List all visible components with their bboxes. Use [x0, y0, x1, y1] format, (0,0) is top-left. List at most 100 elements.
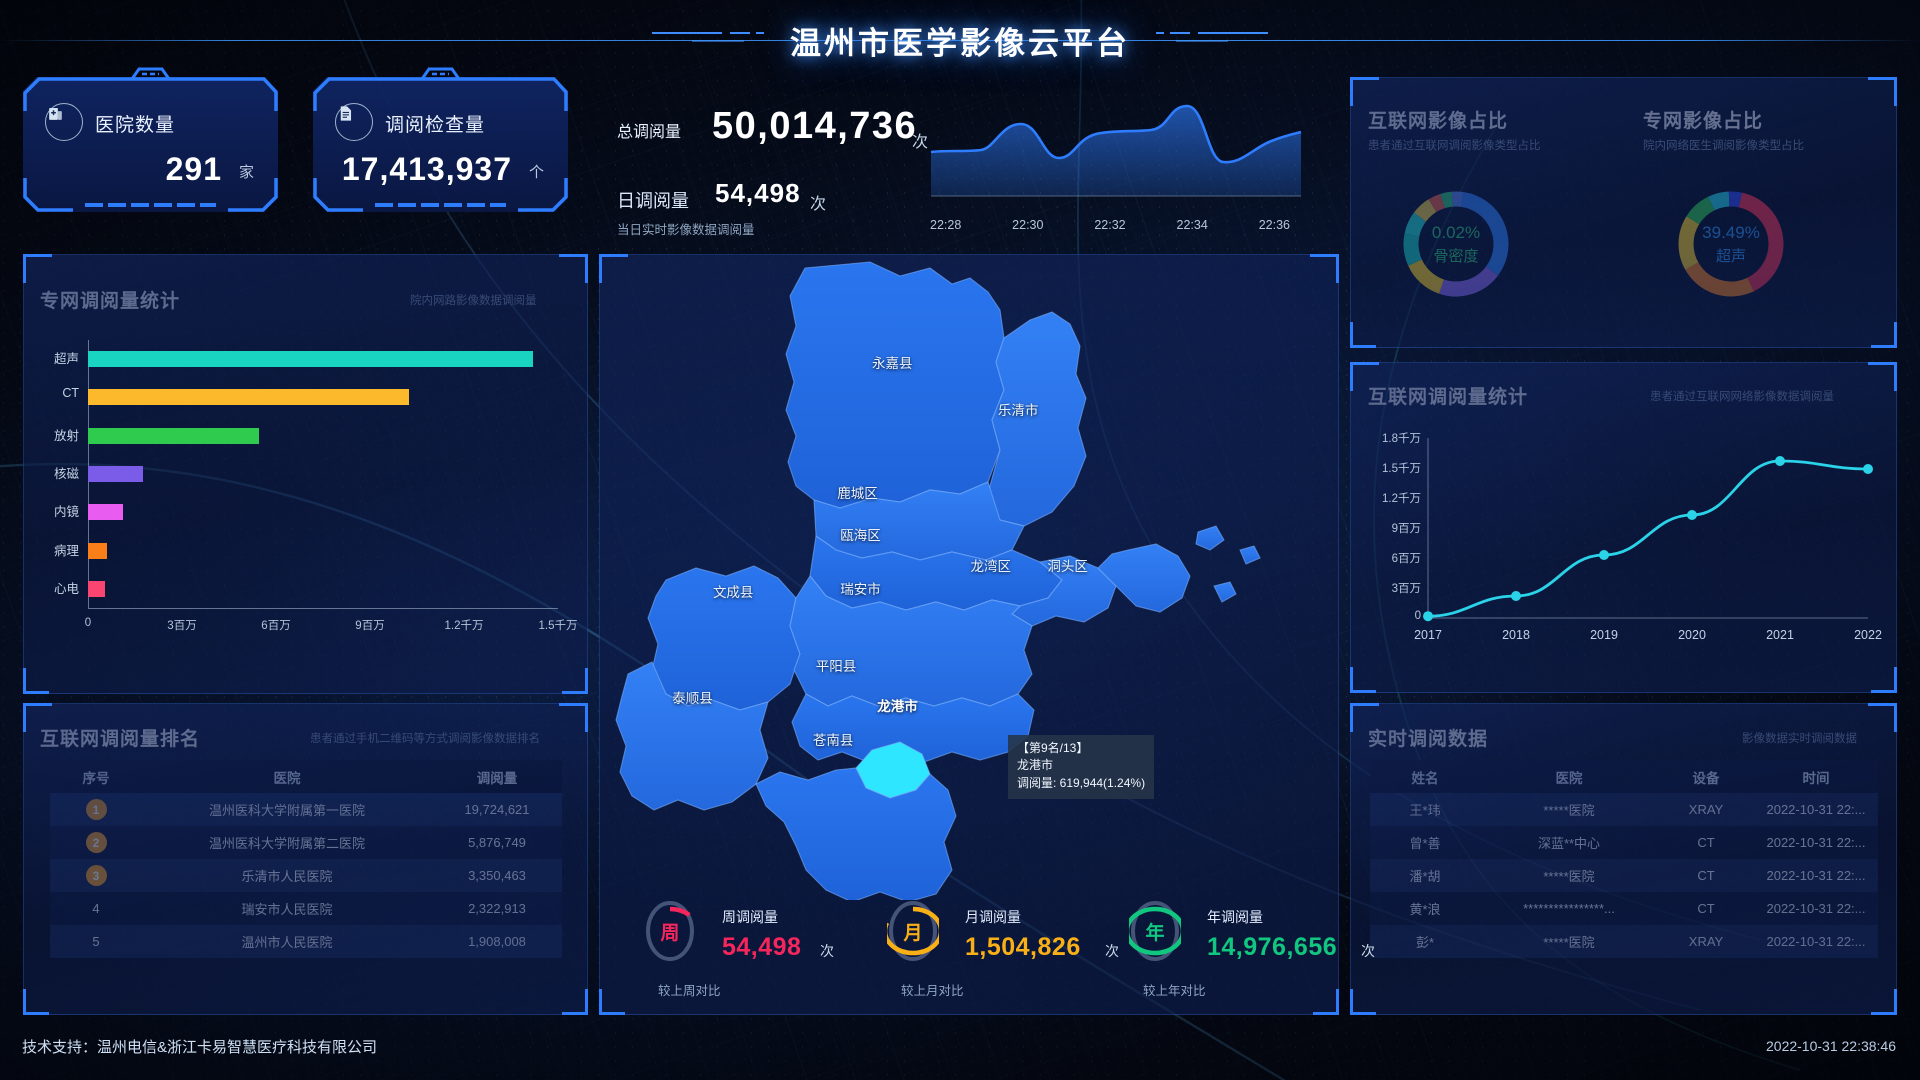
bar-category-label: 内镜	[53, 505, 79, 520]
total-views-label: 总调阅量	[617, 124, 682, 141]
line-chart-svg	[1423, 438, 1873, 622]
line-chart-y-tick-label: 1.5千万	[1382, 463, 1421, 475]
map-region-label[interactable]: 文成县	[712, 584, 754, 600]
bar-category-label: 放射	[53, 428, 79, 443]
bar-fill[interactable]	[88, 351, 533, 368]
period-ring-3: 年	[1124, 899, 1186, 963]
map-region-taishun[interactable]	[615, 661, 769, 811]
bar-x-tick-label: 1.2千万	[444, 620, 484, 632]
bar-fill[interactable]	[88, 427, 259, 444]
ring-track	[889, 901, 937, 961]
kpi-card-frame	[23, 67, 278, 212]
map-region-label[interactable]: 洞头区	[1047, 558, 1088, 574]
map-region-label[interactable]: 鹿城区	[837, 485, 878, 501]
bar-category-label: 心电	[53, 581, 79, 596]
map-region-cangnan[interactable]	[755, 767, 957, 903]
period-ring-1: 周	[639, 899, 701, 963]
period-stat-subtitle: 较上月对比	[901, 984, 964, 998]
bar-x-tick-label: 3百万	[167, 620, 197, 632]
line-chart-point[interactable]	[1511, 591, 1521, 601]
line-chart-y-tick-label: 9百万	[1391, 523, 1421, 535]
ring-progress	[639, 906, 701, 956]
ring-track	[646, 901, 694, 961]
bar-chart-x-axis	[88, 608, 558, 609]
realtime-data-panel	[1350, 703, 1897, 1015]
internet-ranking-panel	[23, 703, 588, 1015]
sparkline-tick: 22:34	[1176, 218, 1208, 232]
bar-x-tick-label: 1.5千万	[538, 620, 578, 632]
line-chart-x-tick-label: 2019	[1590, 628, 1618, 642]
line-chart-y-tick-label: 6百万	[1391, 553, 1421, 565]
hospital-icon	[45, 103, 83, 141]
bar-fill[interactable]	[88, 466, 143, 482]
map-region-label[interactable]: 瑞安市	[840, 582, 881, 597]
total-views-value: 50,014,736	[712, 105, 918, 147]
page-header: 温州市医学影像云平台	[0, 0, 1920, 78]
period-stat-unit: 次	[820, 943, 834, 959]
bar-chart-row[interactable]: 内镜	[54, 504, 558, 521]
period-stat-subtitle: 较上年对比	[1143, 984, 1206, 998]
map-region-label[interactable]: 瓯海区	[840, 528, 881, 544]
bar-fill[interactable]	[88, 504, 124, 521]
kpi-unit: 家	[238, 164, 254, 181]
page-title: 温州市医学影像云平台	[790, 26, 1130, 61]
line-chart-x-tick-label: 2021	[1766, 628, 1794, 642]
map-region-yongjia[interactable]	[785, 261, 1005, 509]
kpi-label: 医院数量	[95, 115, 176, 136]
map-region-dongtou[interactable]	[1097, 543, 1191, 613]
map-region-label[interactable]: 龙港市	[877, 699, 918, 714]
header-left-ornament	[652, 32, 764, 42]
internet-line-chart: 0 3百万 6百万 9百万 1.2千万 1.5千万 1.8千万 2017 2018 2019 202…	[1350, 420, 1897, 688]
line-chart-series	[1427, 459, 1869, 618]
bar-chart-row[interactable]: 放射	[54, 427, 558, 444]
bar-fill[interactable]	[88, 389, 410, 406]
bar-chart-row[interactable]: 核磁	[54, 466, 558, 482]
kpi-value: 17,413,937	[341, 151, 512, 187]
ring-glyph: 周	[660, 922, 680, 944]
map-region-label[interactable]: 永嘉县	[872, 356, 913, 372]
sparkline-tick: 22:36	[1258, 218, 1290, 232]
bar-fill[interactable]	[88, 580, 105, 597]
bar-chart-row[interactable]: CT	[62, 386, 558, 406]
period-stat-subtitle: 较上周对比	[658, 984, 721, 998]
line-chart-point[interactable]	[1775, 456, 1785, 466]
sparkline-tick: 22:30	[1012, 218, 1044, 232]
bar-chart-row[interactable]: 病理	[54, 542, 558, 559]
bar-chart-row[interactable]: 心电	[54, 580, 558, 597]
bar-x-tick-label: 0	[84, 617, 92, 629]
period-stats-row: 周 周调阅量 54,498 次较上周对比 月 月调阅量 1,504,826 次较上月对比 年 年调…	[599, 885, 1375, 1010]
bar-fill[interactable]	[88, 542, 108, 559]
map-region-label[interactable]: 泰顺县	[672, 690, 713, 706]
map-region-dongtou-islet-3[interactable]	[1239, 545, 1261, 565]
private-network-bar-chart: 超声 CT 放射 核磁 内镜 病理 心电 0 3百万 6百万 9百万 1.2千万 1.5千万	[54, 340, 578, 660]
map-svg[interactable]	[600, 250, 1340, 903]
map-region-label[interactable]: 苍南县	[812, 733, 854, 749]
map-region-dongtou-islet-1[interactable]	[1195, 525, 1225, 551]
period-stat-unit: 次	[1105, 943, 1119, 959]
map-region-yueqing[interactable]	[985, 311, 1087, 527]
period-stat-value: 14,976,656	[1207, 933, 1338, 961]
wenzhou-region-map[interactable]: 永嘉县乐清市鹿城区瓯海区龙湾区 洞头区文成县 瑞安市平阳县泰顺县龙港市苍南县	[600, 250, 1340, 903]
total-views-unit: 次	[912, 134, 929, 151]
line-chart-point[interactable]	[1599, 550, 1609, 560]
line-chart-x-tick-label: 2022	[1854, 628, 1882, 642]
bar-chart-row[interactable]: 超声	[54, 351, 558, 368]
line-chart-point[interactable]	[1687, 510, 1697, 520]
map-region-dongtou-islet-2[interactable]	[1213, 581, 1237, 603]
period-stat-unit: 次	[1361, 943, 1375, 959]
header-right-ornament	[1156, 32, 1268, 42]
line-chart-point[interactable]	[1423, 611, 1433, 622]
map-region-label[interactable]: 龙湾区	[970, 558, 1011, 574]
map-region-label[interactable]: 平阳县	[815, 659, 857, 675]
line-chart-x-tick-label: 2020	[1678, 628, 1706, 642]
map-region-label[interactable]: 乐清市	[997, 403, 1039, 419]
kpi-value: 291	[165, 151, 222, 187]
period-ring-svg	[639, 901, 701, 961]
footer-support-text: 技术支持：温州电信&浙江卡易智慧医疗科技有限公司	[22, 1039, 378, 1056]
sparkline-x-axis: 22:28 22:30 22:32 22:34 22:36	[930, 218, 1290, 232]
line-chart-point[interactable]	[1863, 464, 1873, 474]
kpi-card-exam-count: 调阅检查量 17,413,937 个	[313, 67, 568, 212]
daily-views-value: 54,498	[715, 178, 801, 208]
period-stat-label: 月调阅量	[965, 909, 1021, 925]
line-chart-y-tick-label: 1.2千万	[1382, 493, 1421, 505]
